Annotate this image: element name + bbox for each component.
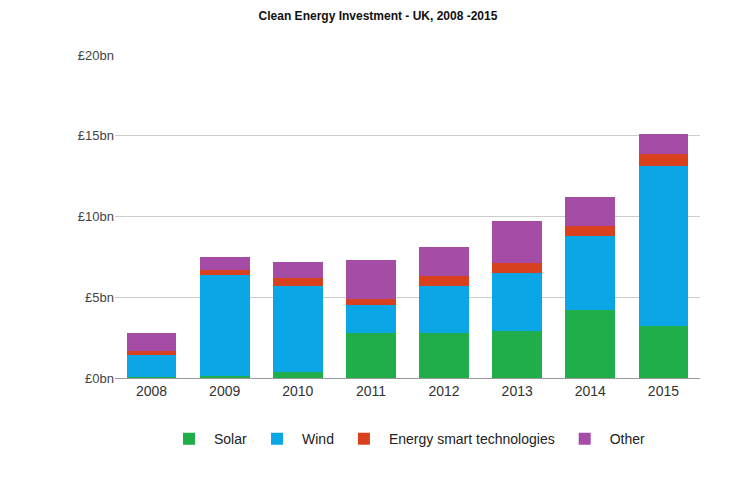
svg-text:Wind: Wind [302,431,334,447]
svg-text:2011: 2011 [356,383,386,399]
svg-text:2012: 2012 [428,383,459,399]
svg-text:2008: 2008 [136,383,167,399]
svg-text:£20bn: £20bn [78,48,114,63]
svg-text:Energy smart technologies: Energy smart technologies [389,431,555,447]
svg-text:2015: 2015 [648,383,679,399]
svg-text:£5bn: £5bn [85,290,114,305]
svg-text:£10bn: £10bn [78,209,114,224]
svg-text:2013: 2013 [502,383,533,399]
svg-text:Other: Other [610,431,645,447]
svg-text:2009: 2009 [209,383,240,399]
svg-text:Solar: Solar [214,431,247,447]
svg-text:£0bn: £0bn [85,371,114,386]
svg-text:2010: 2010 [282,383,313,399]
svg-text:Clean Energy Investment - UK,: Clean Energy Investment - UK, 2008 -2015 [259,9,498,23]
svg-text:£15bn: £15bn [78,128,114,143]
svg-text:2014: 2014 [575,383,606,399]
